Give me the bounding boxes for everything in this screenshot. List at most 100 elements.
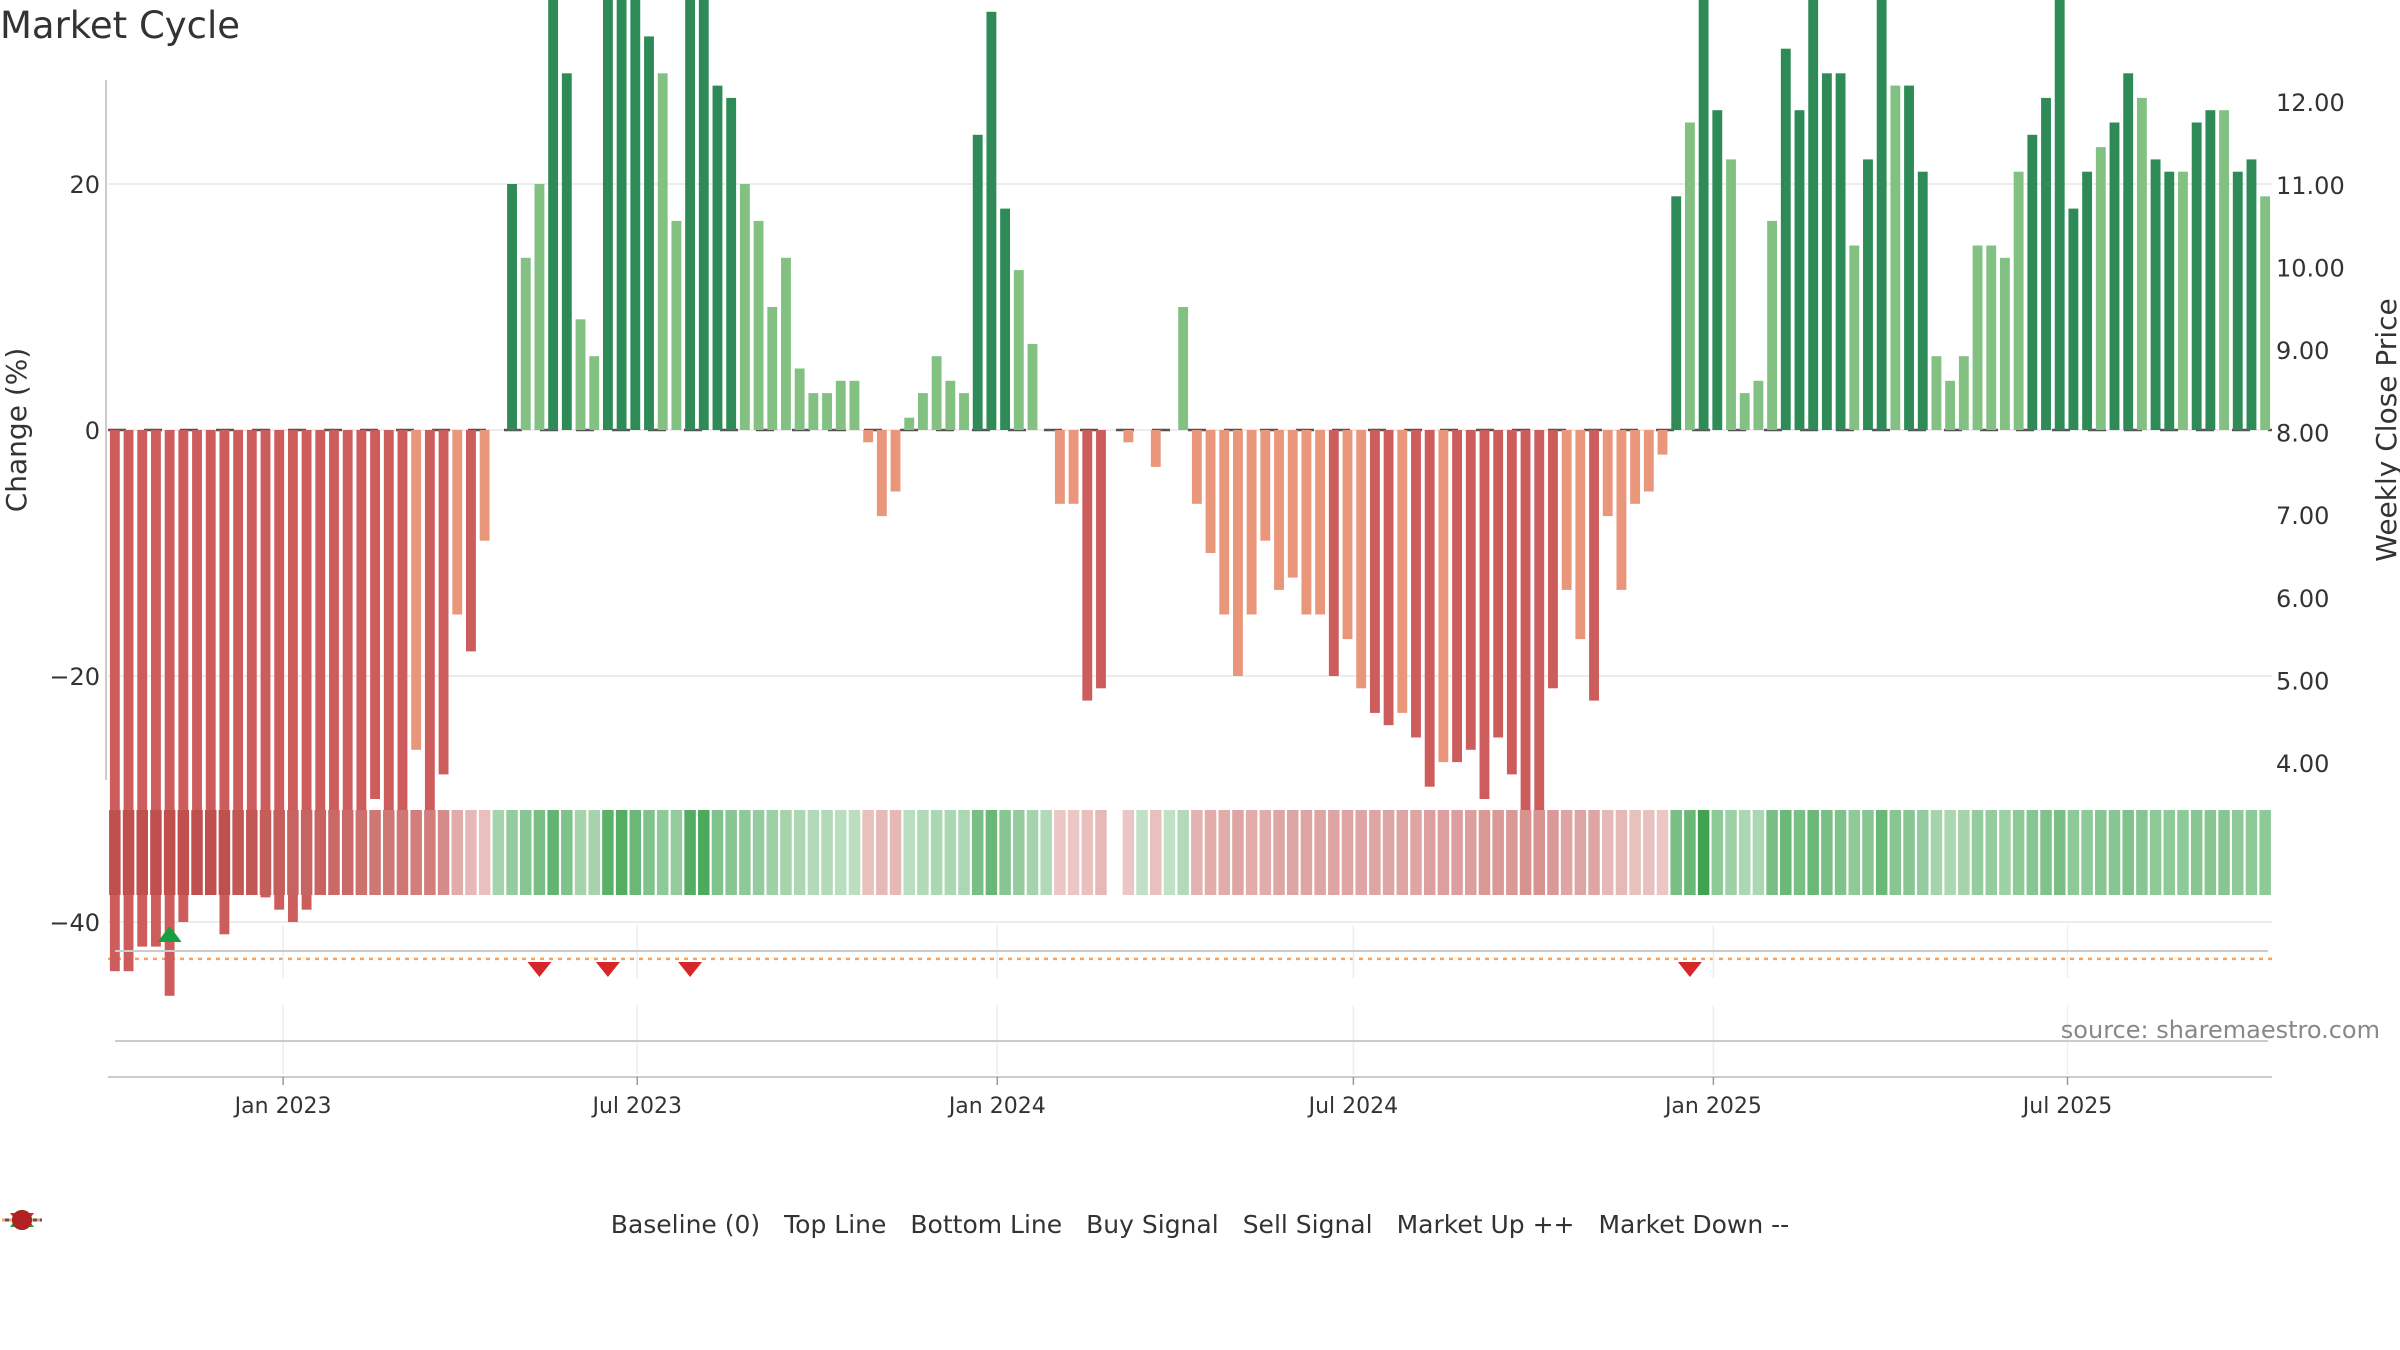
strength-cell [1643,810,1655,895]
y2-tick-label: 6.00 [2276,585,2329,613]
strength-cell [1780,810,1792,895]
change-bar [1999,257,2010,430]
strength-cell [2095,810,2107,895]
sell-signal-marker [678,962,703,977]
change-bar [1219,430,1230,615]
strength-cell [698,810,710,895]
legend-item: Market Up ++ [12,1210,1574,1239]
change-bar [2082,171,2093,430]
strength-cell [1971,810,1984,895]
strength-cell [1040,810,1052,895]
change-bar [1863,159,1873,430]
strength-cell [2218,810,2230,895]
strength-cell [1601,810,1614,895]
change-bar [1411,430,1421,738]
strength-cell [1738,810,1751,895]
y-axis-label: Change (%) [0,348,33,513]
change-bar [1506,430,1517,775]
strength-cell [1150,810,1162,895]
y2-tick-label: 4.00 [2276,750,2329,778]
strength-cell [1355,810,1367,895]
x-axis: Jan 2023 Jul 2023 Jan 2024 Jul 2024 Jan 2025… [108,1076,2272,1119]
strength-cell [1273,810,1285,895]
strength-cell [2067,810,2080,895]
strength-cell [163,810,176,895]
change-bar [1849,245,1860,430]
change-bar [356,430,367,824]
change-bar [1589,430,1599,701]
strength-cell [519,810,532,895]
strength-cell [1725,810,1737,895]
change-bar [1082,430,1093,701]
strength-cell [1697,810,1710,895]
strength-cell [177,810,190,895]
change-bar [548,0,559,430]
change-bar [2260,196,2271,430]
strength-cell [273,810,285,895]
strength-cell [1013,810,1025,895]
change-bar [2191,122,2202,430]
change-bar [2013,171,2024,430]
change-bar [1698,0,1709,431]
strength-cell [1519,810,1532,895]
change-bar [301,430,312,910]
change-bar [685,0,696,430]
change-bar [233,430,244,886]
change-bar [1438,430,1449,763]
strength-cell [287,810,299,895]
y2-tick-label: 11.00 [2276,172,2345,200]
change-bar [479,430,490,541]
y2-tick-label: 7.00 [2276,502,2329,530]
change-bar [1575,430,1586,640]
change-bar [2027,134,2038,431]
strength-cell [876,810,888,895]
change-bars [109,0,2271,996]
strength-cell [1451,810,1463,895]
change-bar [1424,430,1435,787]
strength-cell [1684,810,1696,895]
change-bar [849,380,860,430]
y2-tick-label: 10.00 [2276,254,2345,282]
strength-cell [1492,810,1504,895]
right-y-axis: 4.00 5.00 6.00 7.00 8.00 9.00 10.00 11.00 12.00 [2276,89,2345,778]
strength-cell [150,810,162,895]
change-bar [1767,220,1778,430]
strength-cell [711,810,724,895]
strength-cell [1369,810,1381,895]
strength-cell [424,810,436,895]
change-bar [1808,0,1819,430]
strength-cell [821,810,833,895]
strength-cell [1506,810,1518,895]
change-bar [1000,208,1011,430]
strength-cell [396,810,409,895]
change-bar [589,356,600,430]
change-bar [219,430,230,935]
strength-cell [2245,810,2258,895]
strength-cell [1136,810,1148,895]
change-bar [1465,430,1476,750]
strength-cell [807,810,820,895]
change-bar [1096,430,1106,689]
change-bar [2068,208,2079,430]
strength-cell [684,810,696,895]
change-bar [602,0,613,430]
change-bar [822,393,832,430]
legend-label: Sell Signal [1242,1209,1373,1239]
strength-cell [1834,810,1847,895]
change-bar [1287,430,1298,578]
change-bar [890,430,901,492]
legend-label: Top Line [784,1209,887,1239]
change-bar [1712,110,1723,430]
strength-cell [109,810,121,895]
change-bar [2123,73,2134,431]
change-bar [178,430,189,922]
change-bar [151,430,161,947]
strength-cell [1807,810,1819,895]
strength-cell [971,810,984,895]
strength-cell [1218,810,1230,895]
change-bar [835,380,846,430]
change-bar [671,220,682,430]
change-bar [1630,430,1641,504]
strength-cell [2136,810,2148,895]
strength-cell [1081,810,1094,895]
